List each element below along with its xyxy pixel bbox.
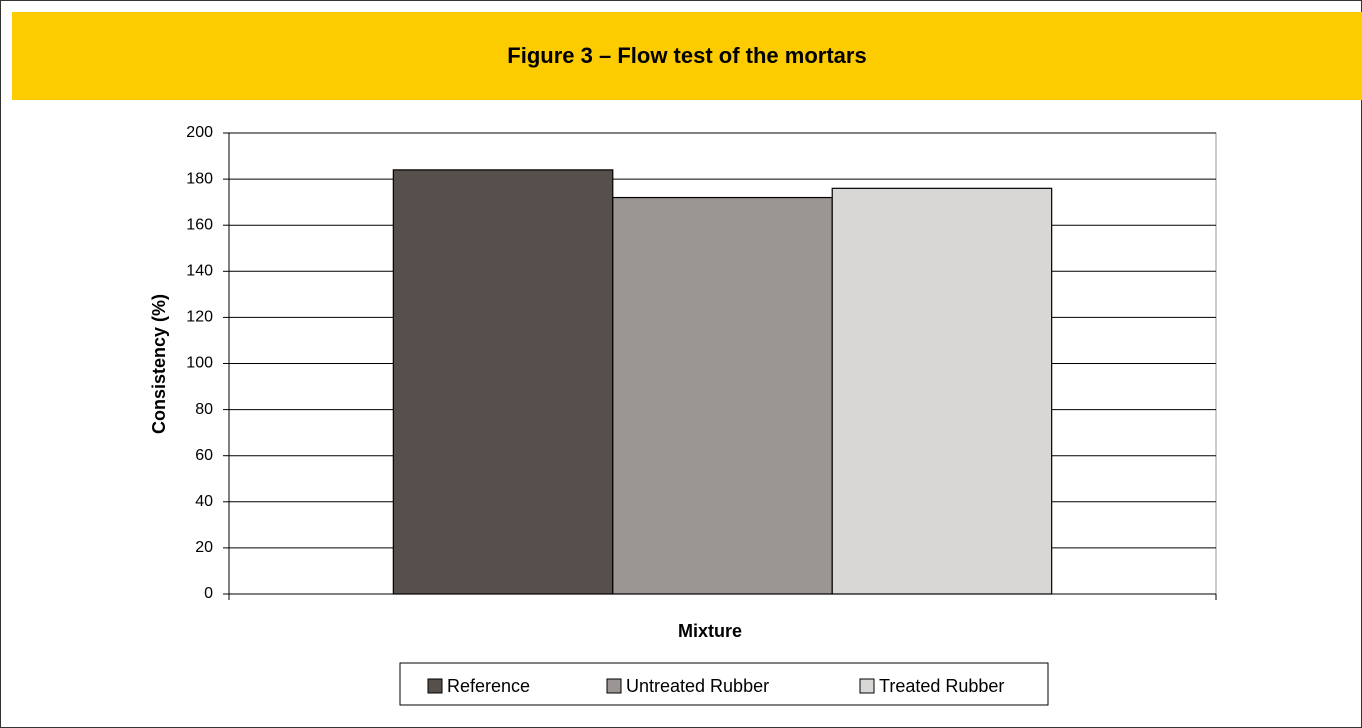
y-axis-label: Consistency (%) (149, 294, 169, 434)
bar (392, 169, 614, 595)
y-tick-label: 180 (186, 170, 213, 187)
y-tick-label: 60 (195, 447, 213, 464)
legend-label: Reference (447, 676, 530, 696)
chart-title: Figure 3 – Flow test of the mortars (507, 43, 866, 68)
legend-label: Treated Rubber (879, 676, 1004, 696)
y-tick-label: 120 (186, 309, 213, 326)
x-axis-label: Mixture (678, 621, 742, 641)
y-tick-label: 40 (195, 493, 213, 510)
legend-swatch (606, 678, 622, 694)
legend-swatch (859, 678, 875, 694)
y-tick-label: 160 (186, 216, 213, 233)
y-tick-label: 80 (195, 401, 213, 418)
y-tick-label: 200 (186, 124, 213, 141)
y-tick-label: 140 (186, 263, 213, 280)
y-tick-label: 0 (204, 585, 213, 602)
bar (612, 196, 833, 595)
bar (831, 187, 1053, 595)
y-tick-label: 20 (195, 539, 213, 556)
legend-label: Untreated Rubber (626, 676, 769, 696)
legend-swatch (427, 678, 443, 694)
legend-box (399, 662, 1049, 706)
y-tick-label: 100 (186, 355, 213, 372)
header-band (12, 12, 1362, 100)
